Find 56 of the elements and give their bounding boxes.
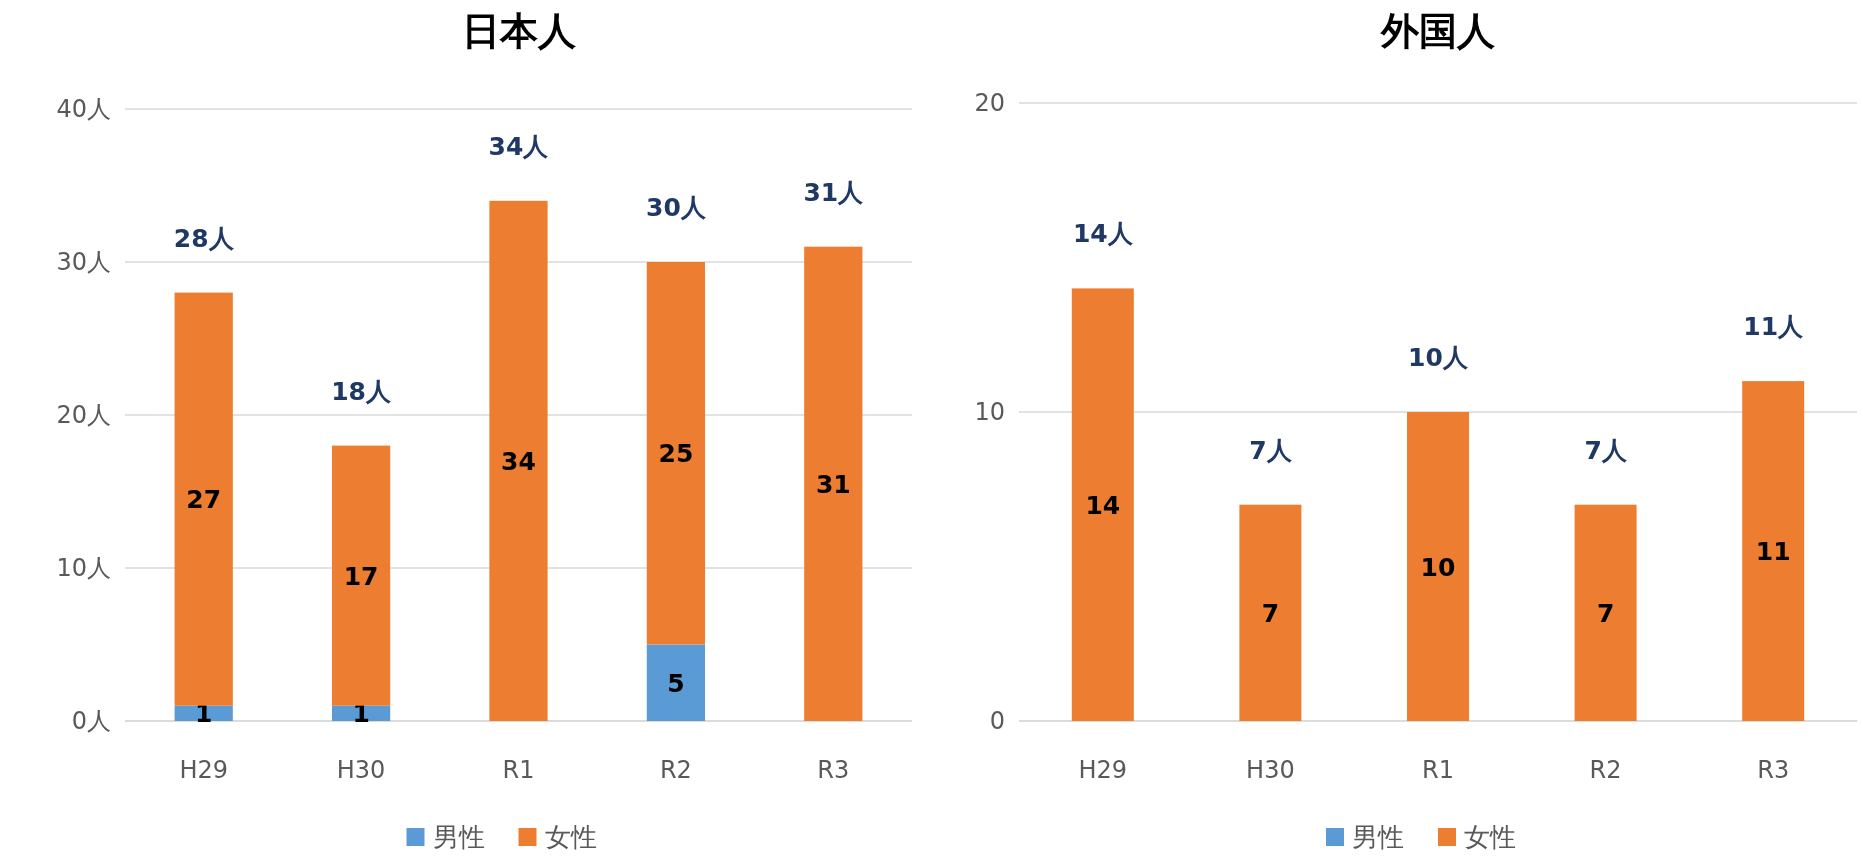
total-label: 30人 [646,193,707,222]
legend-label: 女性 [544,822,597,852]
y-tick-label: 10 [974,398,1005,426]
legend-label: 男性 [432,822,485,852]
data-label: 17 [343,561,379,591]
total-label: 14人 [1072,219,1134,249]
y-tick-label: 20 [974,89,1005,117]
y-tick-label: 0人 [71,707,111,735]
bar [1239,504,1302,721]
data-label: 27 [186,485,222,515]
bar [489,200,548,721]
data-label: 7 [1596,598,1615,628]
bar [646,644,706,721]
data-label: 25 [658,439,694,469]
x-tick-label: R2 [1589,756,1622,784]
bar [804,246,863,721]
legend-label: 女性 [1464,822,1516,852]
y-tick-label: 0 [989,707,1005,735]
total-label: 18人 [331,376,392,406]
data-label: 10 [1420,552,1456,582]
data-label: 34 [501,446,536,476]
total-label: 10人 [1408,343,1469,372]
data-label: 31 [815,469,851,499]
bar [1071,288,1134,721]
total-label: 34人 [488,131,550,161]
y-tick-label: 20人 [56,401,111,429]
x-tick-label: R1 [1422,756,1454,784]
x-tick-label: H29 [179,756,228,784]
legend-label: 男性 [1352,822,1404,852]
total-label: 28人 [173,223,235,253]
y-tick-label: 30人 [56,248,111,276]
total-label: 7人 [1584,435,1628,465]
x-tick-label: R3 [1757,756,1790,784]
data-label: 7 [1261,598,1280,628]
total-label: 11人 [1743,312,1805,342]
x-tick-label: H30 [336,756,386,784]
x-tick-label: R3 [817,756,850,784]
chart-title: 外国人 [1380,9,1495,53]
x-tick-label: H30 [1246,756,1295,784]
bar [1574,504,1637,721]
x-tick-label: R1 [502,756,535,784]
x-tick-label: R2 [659,756,692,784]
data-label: 11 [1755,537,1791,567]
total-label: 7人 [1249,435,1293,465]
bar [174,292,233,706]
y-tick-label: 40人 [56,95,111,123]
data-label: 14 [1085,490,1121,520]
bar [646,262,706,645]
bar [331,445,391,706]
y-tick-label: 10人 [56,554,111,582]
data-label: 5 [667,668,685,698]
bar [1406,412,1469,721]
total-label: 31人 [803,177,865,207]
x-tick-label: H29 [1078,756,1128,784]
chart-title: 日本人 [461,9,576,53]
bar [1742,381,1805,721]
